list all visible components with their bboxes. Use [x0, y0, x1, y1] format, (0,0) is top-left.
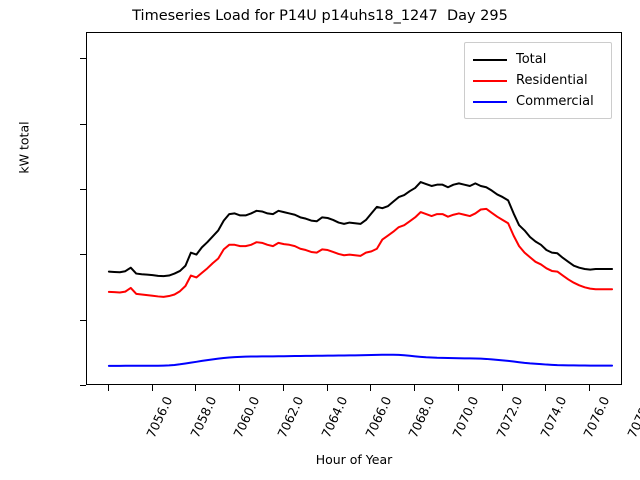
y-tick-mark: [80, 385, 86, 386]
x-axis-label: Hour of Year: [315, 452, 393, 467]
x-tick-mark: [326, 385, 328, 391]
legend-label: Residential: [516, 73, 588, 88]
series-line-commercial: [107, 353, 614, 367]
x-tick-mark: [457, 385, 459, 391]
x-tick-label: 7072.0: [493, 394, 526, 440]
legend-label: Total: [516, 52, 547, 67]
x-tick-mark: [414, 385, 416, 391]
legend-swatch-commercial: [473, 100, 507, 103]
series-canvas: [107, 181, 614, 367]
x-tick-label: 7068.0: [405, 394, 438, 440]
x-tick-label: 7056.0: [143, 394, 176, 440]
x-tick-label: 7064.0: [318, 394, 351, 440]
x-tick-label: 7058.0: [186, 394, 219, 440]
legend-swatch-total: [473, 58, 507, 61]
series-line-residential: [107, 207, 614, 298]
x-tick-mark: [107, 385, 109, 391]
x-tick-mark: [282, 385, 284, 391]
legend-item-residential[interactable]: Residential: [473, 70, 603, 91]
x-tick-mark: [501, 385, 503, 391]
x-tick-mark: [239, 385, 241, 391]
y-tick-mark: [80, 188, 86, 190]
legend: Total Residential Commercial: [464, 42, 612, 119]
y-tick-mark: [80, 319, 86, 321]
chart-title: Timeseries Load for P14U p14uhs18_1247 D…: [132, 8, 508, 24]
x-tick-mark: [195, 385, 197, 391]
y-tick-mark: [80, 123, 86, 125]
x-tick-mark: [545, 385, 547, 391]
x-tick-label: 7062.0: [274, 394, 307, 440]
x-tick-mark: [370, 385, 372, 391]
legend-label: Commercial: [516, 94, 594, 109]
x-tick-label: 7070.0: [449, 394, 482, 440]
series-line-total: [107, 181, 614, 278]
x-tick-label: 7066.0: [361, 394, 394, 440]
legend-swatch-residential: [473, 79, 507, 82]
y-axis-label: kW total: [16, 121, 32, 174]
x-tick-label: 7078.0: [624, 394, 640, 440]
legend-item-total[interactable]: Total: [473, 49, 603, 70]
y-tick-mark: [80, 254, 86, 256]
legend-item-commercial[interactable]: Commercial: [473, 91, 603, 112]
x-tick-label: 7060.0: [230, 394, 263, 440]
x-tick-label: 7074.0: [536, 394, 570, 440]
y-tick-mark: [80, 58, 86, 60]
x-tick-mark: [151, 385, 153, 391]
x-tick-label: 7076.0: [580, 394, 613, 440]
x-tick-mark: [589, 385, 591, 391]
